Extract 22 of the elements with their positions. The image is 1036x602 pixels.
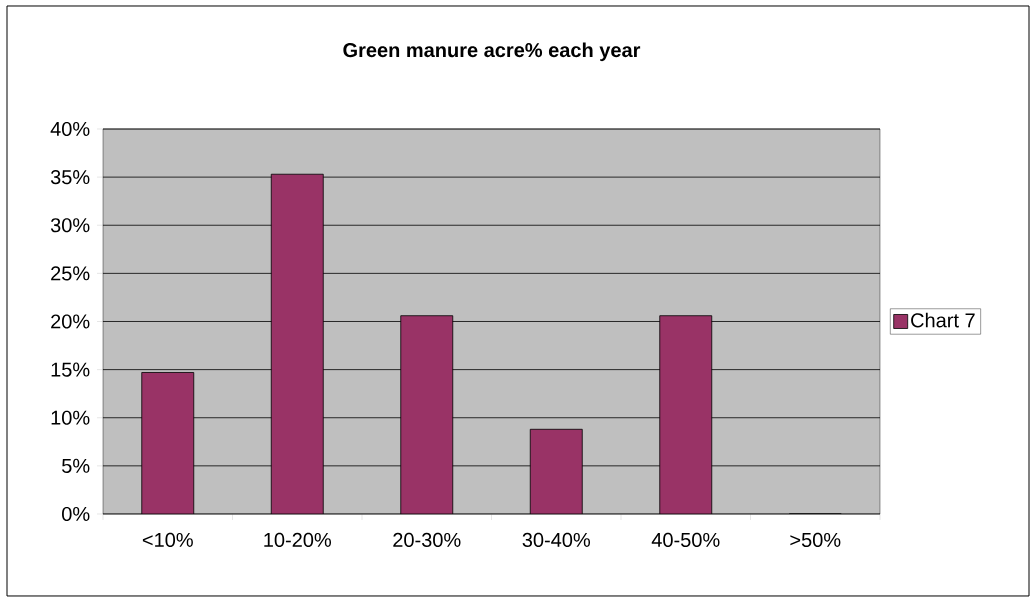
- x-tick-label: <10%: [142, 532, 193, 548]
- y-tick-label: 30%: [50, 218, 90, 233]
- y-tick-label: 20%: [51, 314, 90, 329]
- bar: [529, 428, 583, 514]
- x-tick-label: 20-30%: [393, 532, 461, 548]
- y-tick-label: 5%: [62, 458, 90, 473]
- y-tick-label: 10%: [51, 410, 90, 425]
- bar: [141, 372, 195, 514]
- bar: [270, 173, 324, 514]
- y-tick-label: 25%: [51, 266, 90, 281]
- bar: [659, 315, 713, 514]
- y-tick-label: 35%: [50, 170, 90, 185]
- bar: [400, 315, 454, 514]
- legend-label: Chart 7: [911, 312, 975, 328]
- x-tick-label: >50%: [790, 532, 841, 548]
- x-tick-label: 30-40%: [522, 532, 591, 548]
- y-tick-label: 0%: [62, 506, 90, 522]
- y-tick-label: 40%: [50, 121, 90, 137]
- x-tick-label: 40-50%: [651, 532, 720, 548]
- x-tick-label: 10-20%: [264, 532, 332, 548]
- chart-title: Green manure acre% each year: [343, 42, 641, 62]
- y-tick-label: 15%: [51, 362, 90, 377]
